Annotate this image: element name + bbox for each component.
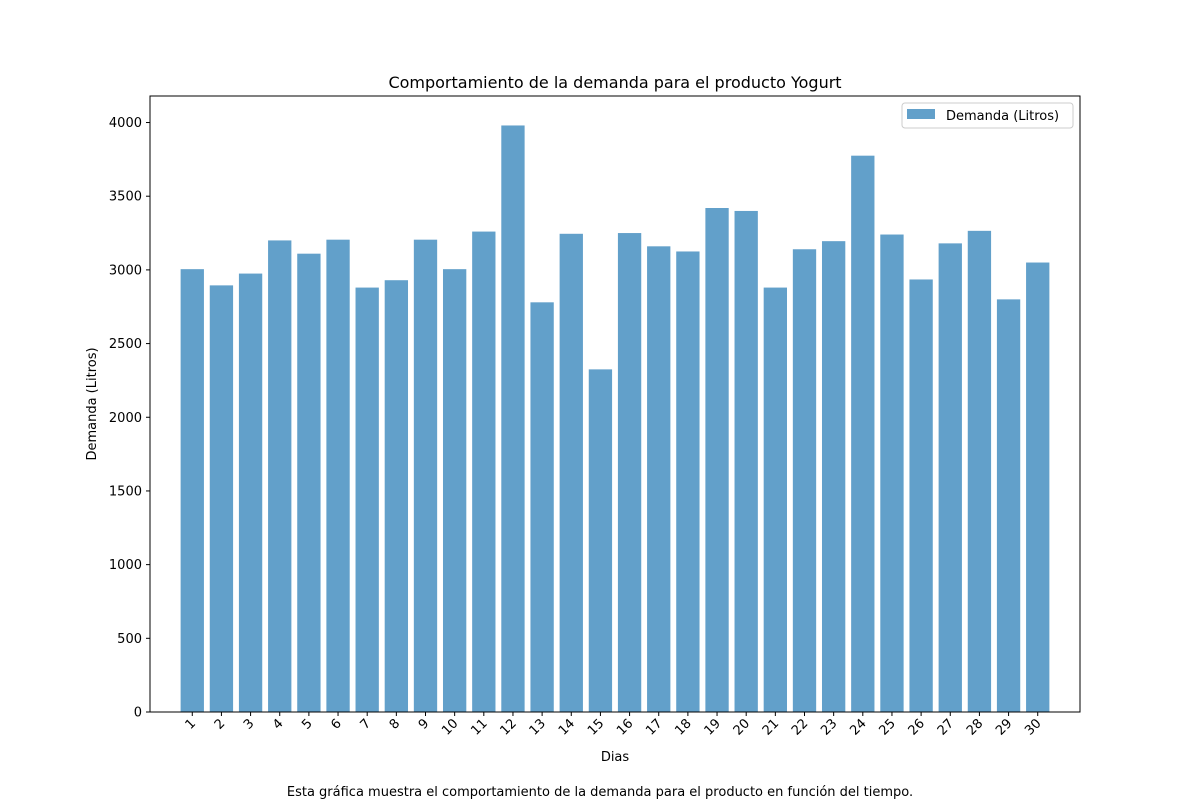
bar-day-11: [472, 231, 496, 712]
x-tick-label: 18: [672, 716, 694, 738]
plot-frame: [149, 95, 1081, 713]
x-tick-label: 14: [556, 716, 578, 738]
bar-day-6: [326, 239, 350, 712]
y-tick-label: 500: [117, 632, 142, 647]
y-tick-label: 3500: [109, 190, 142, 205]
chart-title: Comportamiento de la demanda para el pro…: [388, 73, 841, 92]
bar-day-25: [880, 234, 904, 712]
bar-day-18: [676, 251, 700, 712]
y-tick-label: 2500: [109, 337, 142, 352]
y-tick-label: 3000: [109, 263, 142, 278]
x-tick-label: 19: [702, 716, 724, 738]
bar-day-2: [209, 285, 234, 712]
y-tick-label: 2000: [109, 411, 142, 426]
bar-day-8: [384, 280, 409, 712]
bar-day-28: [967, 230, 992, 712]
legend: Demanda (Litros): [901, 102, 1074, 129]
bar-day-23: [821, 241, 846, 712]
chart-caption: Esta gráfica muestra el comportamiento d…: [287, 785, 913, 800]
x-tick-label: 24: [847, 716, 869, 738]
x-tick-label: 25: [876, 716, 898, 738]
x-tick-label: 11: [468, 716, 490, 738]
x-tick-label: 5: [299, 716, 315, 732]
x-tick-label: 20: [731, 716, 753, 738]
bar-day-30: [1026, 262, 1050, 712]
bars-group: [180, 125, 1050, 713]
bar-day-21: [763, 287, 787, 712]
x-tick-label: 21: [760, 716, 782, 738]
x-tick-label: 28: [964, 716, 986, 738]
bar-day-4: [268, 240, 292, 713]
bar-day-22: [792, 249, 817, 712]
x-tick-label: 4: [270, 716, 286, 732]
bar-day-14: [559, 233, 583, 713]
bar-day-29: [996, 299, 1021, 712]
bar-day-7: [355, 287, 379, 712]
y-tick-label: 1000: [109, 558, 142, 573]
bar-day-1: [180, 269, 204, 712]
x-tick-label: 2: [212, 716, 228, 732]
bar-day-9: [413, 239, 438, 712]
legend-label: Demanda (Litros): [946, 109, 1059, 124]
x-tick-label: 8: [387, 716, 403, 732]
bar-day-12: [501, 125, 525, 713]
bar-day-5: [297, 253, 321, 712]
x-tick-label: 15: [585, 716, 607, 738]
x-tick-label: 17: [643, 716, 665, 738]
x-axis-label: Dias: [601, 750, 630, 765]
y-axis-ticks: 0 500 1000 1500 2000 2500 3000 3500 4000: [109, 116, 150, 721]
bar-day-17: [647, 246, 671, 712]
bar-day-15: [588, 369, 613, 712]
y-tick-label: 4000: [109, 116, 142, 131]
legend-frame: [901, 102, 1074, 129]
y-tick-label: 1500: [109, 484, 142, 499]
x-tick-label: 1: [183, 716, 199, 732]
bar-day-10: [442, 269, 467, 712]
bar-day-26: [909, 279, 933, 712]
bar-day-3: [238, 273, 263, 712]
bar-day-24: [851, 155, 875, 712]
x-tick-label: 12: [497, 716, 519, 738]
bar-day-27: [938, 243, 962, 712]
legend-swatch: [907, 109, 935, 119]
x-tick-label: 30: [1022, 716, 1044, 738]
bar-day-20: [734, 210, 758, 712]
x-tick-label: 26: [906, 716, 928, 738]
y-tick-label: 0: [134, 706, 142, 721]
x-tick-label: 27: [935, 716, 957, 738]
x-tick-label: 22: [789, 716, 811, 738]
x-axis-ticks: 1 2 3 4 5 6 7 8 9 10 11 12 13 14 15 16 17 18 19 20 21 22 23 24 2…: [183, 712, 1045, 739]
bar-day-16: [617, 233, 642, 713]
x-tick-label: 23: [818, 716, 840, 738]
y-axis-label: Demanda (Litros): [85, 347, 100, 460]
x-tick-label: 9: [416, 716, 432, 732]
x-tick-label: 13: [527, 716, 549, 738]
x-tick-label: 16: [614, 716, 636, 738]
x-tick-label: 3: [241, 716, 257, 732]
bar-day-13: [530, 302, 554, 712]
x-tick-label: 10: [439, 716, 461, 738]
x-tick-label: 29: [993, 716, 1015, 738]
x-tick-label: 7: [358, 716, 374, 732]
x-tick-label: 6: [328, 716, 344, 732]
bar-day-19: [705, 208, 729, 712]
